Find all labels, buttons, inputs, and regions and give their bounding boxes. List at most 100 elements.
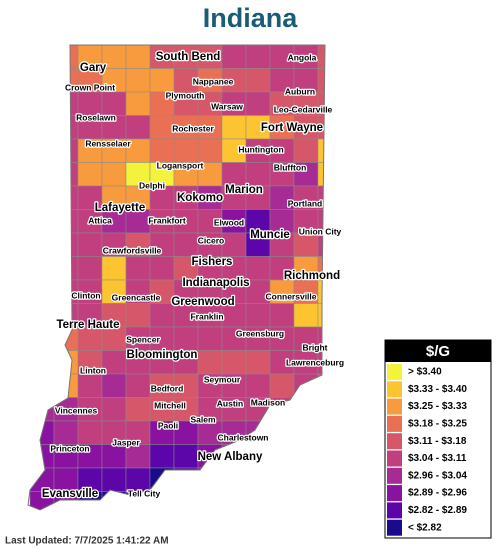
state-outline bbox=[27, 44, 326, 511]
county bbox=[29, 115, 55, 140]
county bbox=[53, 45, 79, 69]
city-label: Clinton bbox=[71, 290, 100, 300]
county bbox=[221, 45, 247, 69]
city-label: Seymour bbox=[204, 374, 241, 384]
city-label: Terre Haute bbox=[56, 319, 119, 331]
county bbox=[197, 350, 223, 375]
county bbox=[149, 256, 175, 281]
county bbox=[317, 162, 325, 187]
county bbox=[293, 420, 319, 445]
legend-label: $3.33 - $3.40 bbox=[408, 384, 467, 395]
city-label: Frankfort bbox=[148, 215, 185, 225]
county bbox=[317, 279, 325, 304]
city-label: Crawfordsville bbox=[103, 245, 162, 255]
city-label: Crown Point bbox=[65, 82, 115, 92]
county bbox=[245, 91, 271, 116]
legend-swatch bbox=[387, 467, 402, 484]
city-label: Gary bbox=[80, 62, 107, 74]
county bbox=[125, 256, 151, 281]
city-label: New Albany bbox=[198, 451, 263, 463]
county bbox=[197, 138, 223, 163]
county bbox=[245, 350, 271, 375]
county bbox=[53, 185, 79, 210]
county bbox=[29, 373, 55, 398]
county bbox=[173, 467, 199, 492]
county bbox=[53, 162, 79, 187]
legend-swatch bbox=[387, 415, 402, 432]
county bbox=[29, 256, 55, 281]
city-label: Greensburg bbox=[236, 328, 284, 338]
county bbox=[101, 467, 127, 492]
county bbox=[29, 138, 55, 163]
legend-label: $3.04 - $3.11 bbox=[408, 453, 467, 464]
county bbox=[317, 209, 325, 234]
city-label: Union City bbox=[299, 226, 342, 236]
city-label: Logansport bbox=[157, 160, 204, 170]
county bbox=[317, 138, 325, 163]
county bbox=[53, 138, 79, 163]
city-label: Princeton bbox=[50, 443, 89, 453]
county bbox=[101, 444, 127, 469]
county bbox=[269, 444, 295, 469]
county bbox=[149, 68, 175, 93]
county bbox=[197, 467, 223, 492]
county bbox=[293, 491, 319, 510]
city-label: Paoli bbox=[158, 420, 178, 430]
city-label: Bloomington bbox=[127, 349, 198, 361]
county bbox=[269, 373, 295, 398]
county bbox=[317, 232, 325, 257]
legend-header bbox=[385, 340, 491, 362]
city-label: Muncie bbox=[250, 229, 290, 241]
legend-swatch bbox=[387, 502, 402, 519]
city-label: Huntington bbox=[238, 144, 283, 154]
city-label: Portland bbox=[288, 198, 322, 208]
county bbox=[293, 397, 319, 422]
county bbox=[149, 444, 175, 469]
county bbox=[245, 303, 271, 328]
city-label: Plymouth bbox=[166, 90, 205, 100]
map-title: Indiana bbox=[203, 3, 298, 33]
county bbox=[125, 68, 151, 93]
legend-label: > $3.40 bbox=[408, 367, 442, 378]
city-label: Richmond bbox=[284, 270, 340, 282]
county bbox=[101, 256, 127, 281]
county bbox=[53, 209, 79, 234]
city-label: Franklin bbox=[190, 311, 223, 321]
county bbox=[317, 91, 325, 116]
county bbox=[125, 397, 151, 422]
city-label: Leo-Cedarville bbox=[274, 104, 333, 114]
county bbox=[149, 138, 175, 163]
county bbox=[221, 350, 247, 375]
city-label: Greencastle bbox=[112, 292, 161, 302]
city-label: Angola bbox=[288, 52, 317, 62]
county bbox=[269, 467, 295, 492]
county bbox=[317, 256, 325, 281]
county bbox=[29, 303, 55, 328]
county bbox=[53, 373, 79, 398]
county bbox=[53, 91, 79, 116]
city-label: Jasper bbox=[112, 437, 140, 447]
county bbox=[101, 162, 127, 187]
county bbox=[317, 397, 325, 422]
city-label: Vincennes bbox=[55, 405, 98, 415]
county bbox=[317, 45, 325, 69]
legend-swatch bbox=[387, 364, 402, 380]
county bbox=[77, 162, 103, 187]
county bbox=[29, 162, 55, 187]
city-label: Austin bbox=[217, 398, 243, 408]
county bbox=[173, 491, 199, 510]
county bbox=[29, 350, 55, 375]
county bbox=[125, 373, 151, 398]
county bbox=[317, 350, 325, 375]
county bbox=[317, 326, 325, 351]
legend-label: $3.25 - $3.33 bbox=[408, 401, 467, 412]
county bbox=[317, 467, 325, 492]
city-label: Lafayette bbox=[95, 202, 146, 214]
county bbox=[317, 115, 325, 140]
city-label: Bedford bbox=[151, 383, 184, 393]
county bbox=[293, 232, 319, 257]
city-label: Delphi bbox=[139, 180, 165, 190]
county bbox=[173, 326, 199, 351]
county bbox=[293, 303, 319, 328]
county bbox=[245, 256, 271, 281]
